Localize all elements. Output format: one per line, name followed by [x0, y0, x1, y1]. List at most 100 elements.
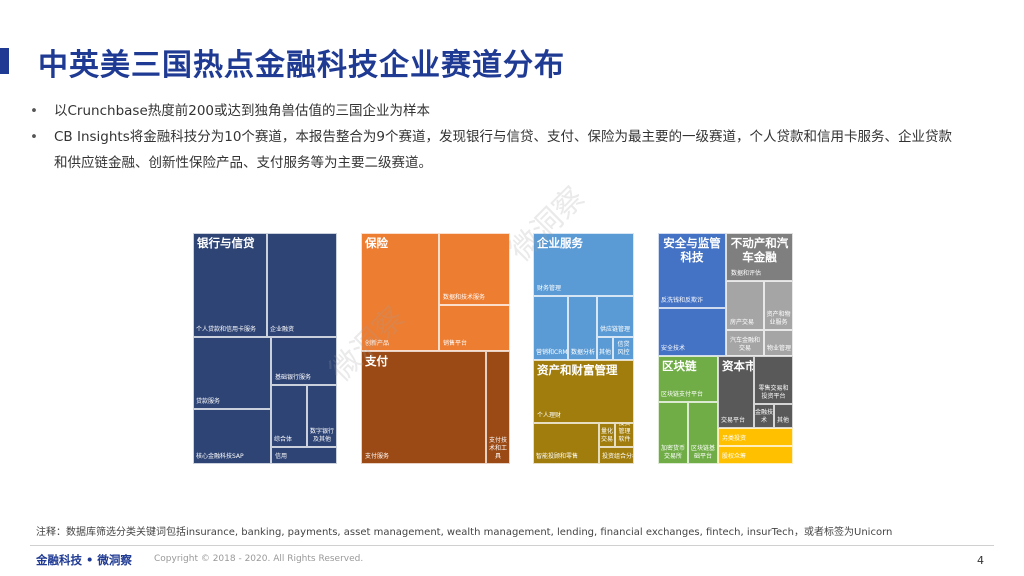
tm-cell: 区块链 区块链支付平台	[658, 356, 718, 402]
bullet-item: 以Crunchbase热度前200或达到独角兽估值的三国企业为样本	[30, 98, 960, 124]
tm-cell: 股权众筹	[718, 446, 793, 464]
tm-label: 反洗钱和反欺诈	[661, 297, 704, 304]
tm-label: 数字银行及其他	[309, 428, 334, 443]
tm-label: 数据和评估	[731, 270, 762, 277]
tm-cell: 加密货币交易所	[658, 402, 688, 464]
tm-cell: 数字银行及其他	[307, 385, 337, 447]
page-title: 中英美三国热点金融科技企业赛道分布	[38, 48, 565, 83]
tm-header: 安全与监管科技	[663, 236, 721, 264]
bullet-list: 以Crunchbase热度前200或达到独角兽估值的三国企业为样本 CB Ins…	[30, 98, 960, 176]
tm-label: 量化交易	[600, 428, 613, 443]
tm-label: 物业管理	[767, 345, 792, 352]
tm-label: 资产和物业服务	[766, 311, 791, 326]
tm-label: 金融技术	[755, 409, 774, 424]
bullet-item: CB Insights将金融科技分为10个赛道，本报告整合为9个赛道，发现银行与…	[30, 124, 960, 176]
tm-cell: 企业融资	[267, 233, 337, 337]
tm-cell: 信贷风控	[613, 337, 634, 360]
tm-label: 安全技术	[661, 345, 686, 352]
tm-cell: 保险 创新产品	[361, 233, 439, 351]
treemap-enterprise-wealth: 企业服务 财务管理 营销和CRM 数据分析 供应链管理 其他 信贷风控 资产和财…	[533, 233, 634, 464]
tm-cell: 核心金融科技SAP	[193, 409, 271, 464]
tm-cell: 物业管理	[764, 330, 793, 356]
tm-cell: 不动产和汽车金融 数据和评估	[726, 233, 793, 281]
tm-cell: 支付技术和工具	[486, 351, 510, 464]
footnote: 注释：数据库筛选分类关键词包括insurance, banking, payme…	[36, 527, 893, 538]
tm-label: 创新产品	[365, 340, 390, 347]
tm-label: 核心金融科技SAP	[196, 453, 244, 460]
tm-label: 区块链支付平台	[661, 391, 704, 398]
tm-cell: 区块链基础平台	[688, 402, 718, 464]
tm-label: 基础银行服务	[275, 374, 312, 381]
tm-cell: 其他	[597, 337, 613, 360]
tm-cell: 汽车金融和交易	[726, 330, 764, 356]
tm-cell: 企业服务 财务管理	[533, 233, 634, 296]
tm-cell: 资产和财富管理 个人理财	[533, 360, 634, 423]
tm-label: 其他	[599, 349, 612, 356]
tm-label: 个人贷款和信用卡服务	[196, 326, 257, 333]
tm-label: 股权众筹	[722, 453, 747, 460]
tm-header: 区块链	[662, 359, 697, 373]
tm-label: 贷款服务	[196, 398, 221, 405]
tm-cell: 智能投顾和零售	[533, 423, 599, 464]
tm-label: 信用	[275, 453, 288, 460]
treemap-insurance-payment: 保险 创新产品 数据和技术服务 销售平台 支付 支付服务 支付技术和工具	[361, 233, 510, 464]
tm-cell: 支付 支付服务	[361, 351, 486, 464]
tm-header: 保险	[365, 236, 388, 250]
tm-cell: 房产交易	[726, 281, 764, 330]
tm-label: 汽车金融和交易	[729, 337, 760, 352]
tm-label: 信贷风控	[617, 341, 630, 356]
tm-label: 零售交易和投资平台	[758, 385, 789, 400]
tm-cell: 安全技术	[658, 308, 726, 356]
tm-label: 个人理财	[537, 412, 562, 419]
treemap-others: 安全与监管科技 反洗钱和反欺诈 安全技术 不动产和汽车金融 数据和评估 房产交易…	[658, 233, 793, 464]
tm-label: 加密货币交易所	[660, 445, 685, 460]
footer-copyright: Copyright © 2018 - 2020. All Rights Rese…	[154, 554, 364, 564]
tm-label: 营销和CRM	[536, 349, 568, 356]
tm-label: 数据和技术服务	[443, 294, 486, 301]
tm-label: 供应链管理	[600, 326, 631, 333]
tm-cell: 销售平台	[439, 305, 510, 351]
tm-cell: 信用	[271, 447, 337, 464]
tm-label: 另类投资	[722, 435, 747, 442]
tm-label: 区块链基础平台	[690, 445, 715, 460]
tm-cell: 数据和技术服务	[439, 233, 510, 305]
tm-cell: 投资管理软件	[615, 423, 634, 447]
tm-cell: 银行与信贷 个人贷款和信用卡服务	[193, 233, 267, 337]
tm-label: 数据分析	[571, 349, 596, 356]
tm-label: 支付服务	[365, 453, 390, 460]
tm-cell: 安全与监管科技 反洗钱和反欺诈	[658, 233, 726, 308]
tm-cell: 基础银行服务	[271, 337, 337, 385]
tm-cell: 另类投资	[718, 428, 793, 446]
tm-header: 不动产和汽车金融	[730, 236, 789, 264]
tm-header: 企业服务	[537, 236, 583, 250]
tm-cell: 投资组合分析	[599, 447, 634, 464]
tm-label: 支付技术和工具	[488, 437, 507, 460]
tm-header: 银行与信贷	[197, 236, 255, 250]
tm-label: 其他	[777, 417, 790, 424]
tm-label: 投资管理软件	[618, 423, 631, 443]
tm-header: 资本市场	[722, 359, 753, 373]
tm-cell: 供应链管理	[597, 296, 634, 337]
tm-cell: 贷款服务	[193, 337, 271, 409]
footer-divider	[30, 545, 994, 546]
tm-label: 智能投顾和零售	[536, 453, 579, 460]
page-number: 4	[977, 554, 984, 567]
footer-brand: 金融科技 • 微洞察	[36, 553, 132, 567]
tm-cell: 资本市场 交易平台	[718, 356, 754, 428]
treemap-banking: 银行与信贷 个人贷款和信用卡服务 企业融资 贷款服务 基础银行服务 核心金融科技…	[193, 233, 337, 464]
title-accent-bar	[0, 48, 9, 74]
tm-cell: 量化交易	[599, 423, 615, 447]
tm-label: 交易平台	[721, 417, 746, 424]
tm-label: 房产交易	[730, 319, 755, 326]
tm-cell: 资产和物业服务	[764, 281, 793, 330]
tm-label: 综合体	[274, 436, 293, 443]
tm-cell: 零售交易和投资平台	[754, 356, 793, 404]
tm-header: 支付	[365, 354, 388, 368]
tm-cell: 其他	[774, 404, 793, 428]
tm-cell: 综合体	[271, 385, 307, 447]
tm-label: 销售平台	[443, 340, 468, 347]
tm-cell: 金融技术	[754, 404, 774, 428]
tm-header: 资产和财富管理	[537, 363, 618, 377]
tm-label: 投资组合分析	[602, 453, 633, 460]
tm-cell: 数据分析	[568, 296, 597, 360]
